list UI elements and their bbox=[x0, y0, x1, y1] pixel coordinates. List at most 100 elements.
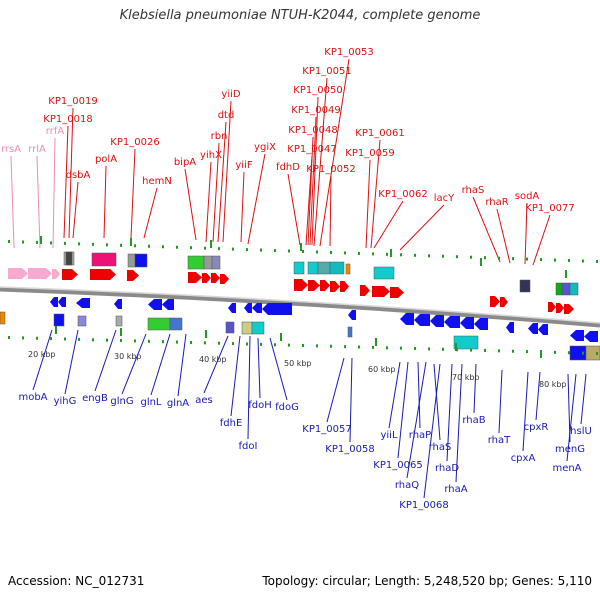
tick-mark-upper bbox=[8, 240, 10, 243]
gene-leader-line bbox=[524, 202, 528, 265]
feature-box bbox=[0, 311, 6, 325]
scale-tick-label: 30 kbp bbox=[114, 352, 142, 361]
gene-label-forward: KP1_0053 bbox=[324, 47, 373, 58]
tick-mark-upper bbox=[428, 254, 430, 258]
feature-box bbox=[561, 282, 571, 296]
gene-label-reverse: rhaP bbox=[409, 430, 431, 441]
gene-leader-line bbox=[309, 116, 317, 246]
tick-mark-lower bbox=[218, 341, 220, 345]
gene-leader-line bbox=[68, 107, 74, 239]
reverse-gene-arrow bbox=[76, 298, 90, 308]
gene-leader-line bbox=[580, 373, 587, 425]
rrf-rna-arrow bbox=[52, 269, 60, 279]
tick-mark-upper bbox=[148, 244, 150, 248]
gene-label-forward: yiiF bbox=[235, 160, 252, 171]
gene-label-forward: yihX bbox=[200, 150, 222, 161]
major-tick-upper bbox=[130, 238, 132, 246]
scale-tick-label: 50 kbp bbox=[284, 359, 312, 368]
feature-box bbox=[251, 321, 265, 335]
gene-label-forward: KP1_0059 bbox=[345, 148, 394, 159]
genome-summary-text: Topology: circular; Length: 5,248,520 bp… bbox=[262, 574, 592, 588]
gene-leader-line bbox=[103, 165, 107, 239]
gene-leader-line bbox=[150, 333, 171, 396]
tick-mark-lower bbox=[344, 345, 346, 349]
gene-label-forward: KP1_0050 bbox=[293, 85, 342, 96]
gene-label-reverse: glnA bbox=[167, 398, 189, 409]
gene-label-forward: polA bbox=[95, 154, 117, 165]
tick-mark-upper bbox=[568, 259, 570, 263]
rrl-rna-arrow bbox=[28, 268, 52, 279]
gene-leader-line bbox=[311, 96, 319, 246]
reverse-gene-arrow bbox=[506, 322, 514, 333]
chromosome-axis-highlight bbox=[0, 286, 600, 324]
major-tick-upper bbox=[300, 243, 302, 251]
gene-leader-line bbox=[473, 363, 477, 414]
tick-mark-upper bbox=[554, 258, 556, 262]
reverse-gene-arrow bbox=[584, 331, 598, 342]
gene-label-forward: KP1_0052 bbox=[306, 164, 355, 175]
gene-label-reverse: rhaQ bbox=[395, 480, 419, 491]
tick-mark-lower bbox=[414, 347, 416, 351]
feature-box bbox=[373, 266, 395, 280]
gene-leader-line bbox=[247, 153, 266, 245]
tick-mark-upper bbox=[456, 255, 458, 259]
major-tick-lower bbox=[120, 328, 122, 336]
gene-leader-line bbox=[257, 337, 261, 399]
gene-label-forward: KP1_0049 bbox=[291, 105, 340, 116]
gene-leader-line bbox=[373, 200, 404, 249]
gene-label-forward: KP1_0051 bbox=[302, 66, 351, 77]
gene-label-reverse: rhaS bbox=[429, 442, 452, 453]
gene-label-reverse: rhaA bbox=[444, 484, 467, 495]
gene-leader-line bbox=[433, 363, 441, 441]
forward-gene-arrow bbox=[490, 296, 500, 307]
tick-mark-upper bbox=[316, 250, 318, 254]
tick-mark-lower bbox=[176, 340, 178, 344]
gene-leader-line bbox=[399, 204, 445, 251]
reverse-gene-arrow bbox=[414, 314, 430, 326]
reverse-gene-arrow bbox=[474, 318, 488, 330]
reverse-gene-arrow bbox=[570, 330, 584, 341]
major-tick-upper bbox=[210, 240, 212, 248]
gene-label-forward: ygiX bbox=[254, 142, 276, 153]
tick-mark-lower bbox=[484, 348, 486, 352]
gene-leader-line bbox=[370, 139, 381, 249]
gene-leader-line bbox=[143, 187, 158, 239]
tick-mark-lower bbox=[316, 344, 318, 348]
reverse-gene-arrow bbox=[162, 299, 174, 310]
tick-mark-lower bbox=[232, 342, 234, 346]
tick-mark-upper bbox=[232, 247, 234, 251]
gene-leader-line bbox=[388, 361, 401, 429]
feature-box bbox=[585, 345, 600, 361]
gene-leader-line bbox=[230, 335, 241, 417]
tick-mark-lower bbox=[582, 351, 584, 355]
reverse-gene-arrow bbox=[244, 303, 252, 313]
gene-label-forward: dtd bbox=[218, 110, 235, 121]
tick-mark-upper bbox=[78, 242, 80, 246]
tick-mark-upper bbox=[64, 241, 66, 245]
tick-mark-upper bbox=[22, 240, 24, 244]
gene-label-forward: rbn bbox=[211, 131, 228, 142]
scale-tick-label: 20 kbp bbox=[28, 350, 56, 359]
tick-mark-upper bbox=[344, 251, 346, 255]
feature-box bbox=[65, 251, 73, 266]
forward-gene-arrow bbox=[308, 280, 320, 291]
gene-leader-line bbox=[326, 357, 345, 423]
gene-leader-line bbox=[455, 363, 463, 483]
reverse-gene-arrow bbox=[528, 323, 538, 334]
major-tick-lower bbox=[205, 330, 207, 338]
gene-label-forward: yiiD bbox=[221, 89, 240, 100]
gene-label-reverse: KP1_0068 bbox=[399, 500, 448, 511]
gene-label-forward: hemN bbox=[142, 176, 172, 187]
tick-mark-lower bbox=[596, 352, 598, 355]
gene-leader-line bbox=[535, 371, 541, 421]
scale-tick-label: 80 kbp bbox=[539, 380, 567, 389]
tick-mark-lower bbox=[260, 342, 262, 346]
tick-mark-upper bbox=[106, 243, 108, 247]
major-tick-upper bbox=[480, 258, 482, 266]
forward-gene-arrow bbox=[127, 270, 139, 281]
tick-mark-upper bbox=[120, 243, 122, 247]
gene-leader-line bbox=[406, 361, 427, 479]
gene-label-reverse: fdoG bbox=[275, 402, 299, 413]
forward-gene-arrow bbox=[202, 273, 211, 283]
